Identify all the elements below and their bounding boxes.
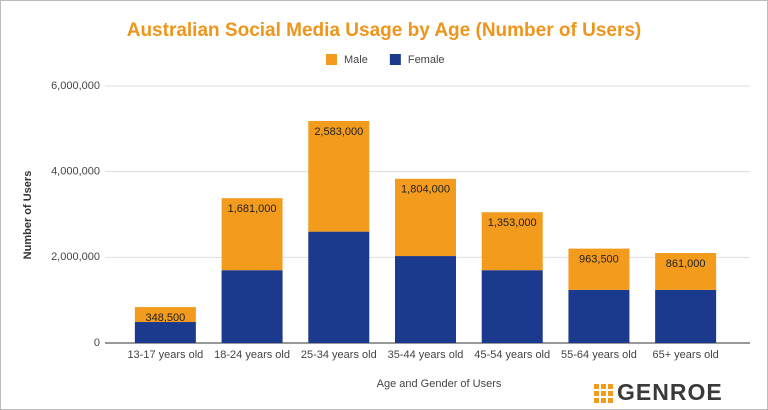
data-label: 963,500 (579, 254, 619, 266)
data-label: 348,500 (145, 312, 185, 324)
x-tick-label: 55-64 years old (561, 349, 637, 361)
legend-swatch (389, 54, 401, 65)
bar (655, 253, 717, 290)
x-tick-label: 65+ years old (652, 349, 718, 361)
bar (134, 322, 196, 343)
bar (221, 198, 283, 271)
x-tick-label: 45-54 years old (474, 349, 550, 361)
bar (221, 270, 283, 343)
bar (655, 289, 717, 343)
x-axis-title: Age and Gender of Users (377, 378, 502, 390)
legend-label: Male (344, 54, 368, 66)
x-tick-label: 25-34 years old (301, 349, 377, 361)
bar (568, 289, 630, 343)
data-label: 1,681,000 (228, 203, 277, 215)
legend-swatch (326, 54, 337, 65)
data-label: 861,000 (666, 258, 706, 270)
data-label: 1,804,000 (401, 184, 450, 196)
bar (308, 120, 370, 232)
bar (308, 231, 370, 343)
y-tick-label: 0 (94, 337, 100, 349)
x-tick-label: 13-17 years old (127, 349, 203, 361)
chart-title: Australian Social Media Usage by Age (Nu… (127, 20, 642, 41)
x-tick-label: 35-44 years old (388, 349, 464, 361)
data-label: 1,353,000 (488, 217, 537, 229)
legend-label: Female (408, 54, 445, 66)
bar (395, 178, 456, 257)
logo-icon (594, 384, 613, 403)
logo: GENROE (617, 379, 723, 405)
bar (481, 212, 543, 271)
y-tick-label: 4,000,000 (51, 166, 100, 178)
bar (134, 307, 196, 323)
y-tick-label: 6,000,000 (51, 80, 100, 92)
x-tick-label: 18-24 years old (214, 349, 290, 361)
data-label: 2,583,000 (314, 126, 363, 138)
bar (481, 270, 543, 343)
bar (568, 248, 630, 290)
y-tick-label: 2,000,000 (51, 251, 100, 263)
bar (395, 256, 456, 343)
y-axis-title: Number of Users (22, 171, 34, 260)
